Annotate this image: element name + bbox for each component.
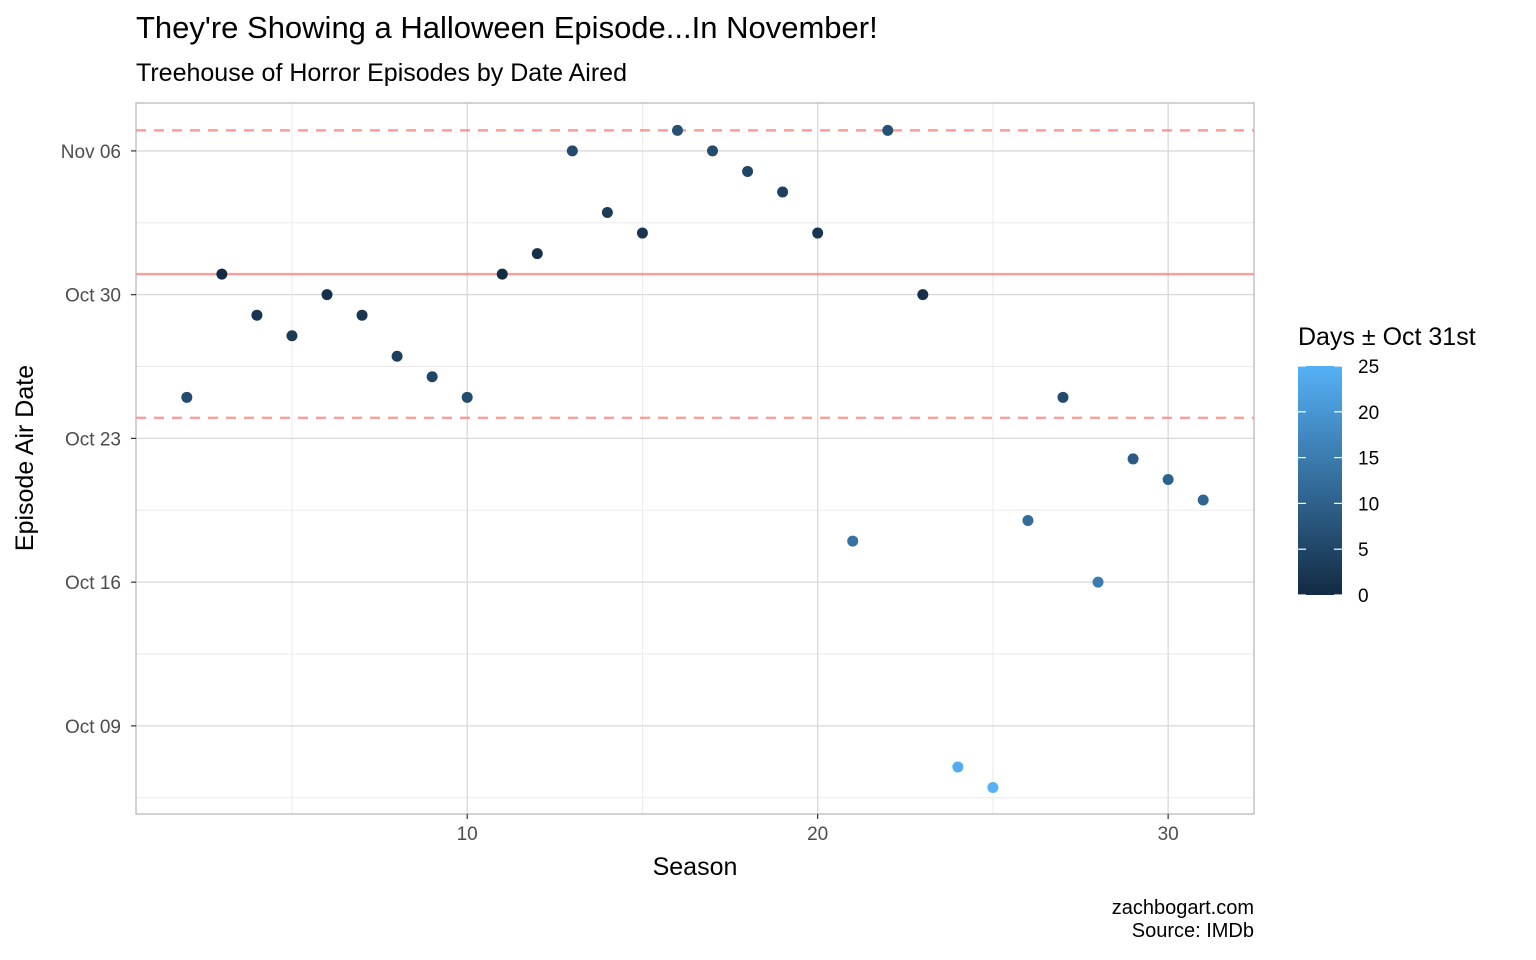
data-point [671,124,683,136]
data-point [496,268,508,280]
y-tick-label: Nov 06 [61,142,121,163]
data-point [917,289,929,301]
data-point [742,165,754,177]
legend-tick-label: 0 [1358,586,1369,607]
data-point [566,145,578,157]
data-point [1092,576,1104,588]
gridlines [136,103,1254,814]
data-point [636,227,648,239]
data-point [321,289,333,301]
data-point [181,391,193,403]
panel-border [135,102,1255,815]
data-points [181,124,1209,793]
legend-tick-label: 5 [1358,540,1369,561]
data-point [1022,515,1034,527]
chart-subtitle: Treehouse of Horror Episodes by Date Air… [136,59,627,87]
data-point [426,371,438,383]
data-point [1162,473,1174,485]
data-point [391,350,403,362]
data-point [1057,391,1069,403]
data-point [777,186,789,198]
legend-tick-label: 25 [1358,357,1379,378]
legend-tick-label: 15 [1358,449,1379,470]
y-axis-title: Episode Air Date [11,364,39,552]
caption-line-source: Source: IMDb [1131,920,1254,942]
y-tick-label: Oct 23 [65,429,121,450]
legend-colorbar: 0 5 10 15 20 25 [1298,357,1379,607]
legend-tick-label: 20 [1358,403,1379,424]
data-point [601,207,613,219]
data-point [1127,453,1139,465]
legend-title: Days ± Oct 31st [1298,323,1476,351]
data-point [356,309,368,321]
legend-tick-label: 10 [1358,494,1379,515]
x-axis-title: Season [652,853,738,881]
y-tick-label: Oct 09 [65,717,121,738]
data-point [251,309,263,321]
data-point [286,330,298,342]
data-point [952,761,964,773]
x-tick-label: 20 [807,824,828,845]
data-point [531,248,543,260]
data-point [707,145,719,157]
y-tick-label: Oct 16 [65,573,121,594]
data-point [216,268,228,280]
data-point [847,535,859,547]
legend-gradient-bar [1298,366,1342,595]
data-point [812,227,824,239]
reference-lines [136,129,1254,420]
x-tick-label: 30 [1158,824,1179,845]
data-point [1197,494,1209,506]
caption: zachbogart.com Source: IMDb [1112,897,1254,943]
x-tick-label: 10 [457,824,478,845]
caption-line-site: zachbogart.com [1111,897,1254,919]
chart-title: They're Showing a Halloween Episode...In… [136,10,878,45]
data-point [461,391,473,403]
data-point [987,781,999,793]
axes: 10 20 30 Oct 09 Oct 16 Oct 23 Oct 30 Nov 06 [61,142,1179,845]
y-tick-label: Oct 30 [65,286,121,307]
data-point [882,124,894,136]
